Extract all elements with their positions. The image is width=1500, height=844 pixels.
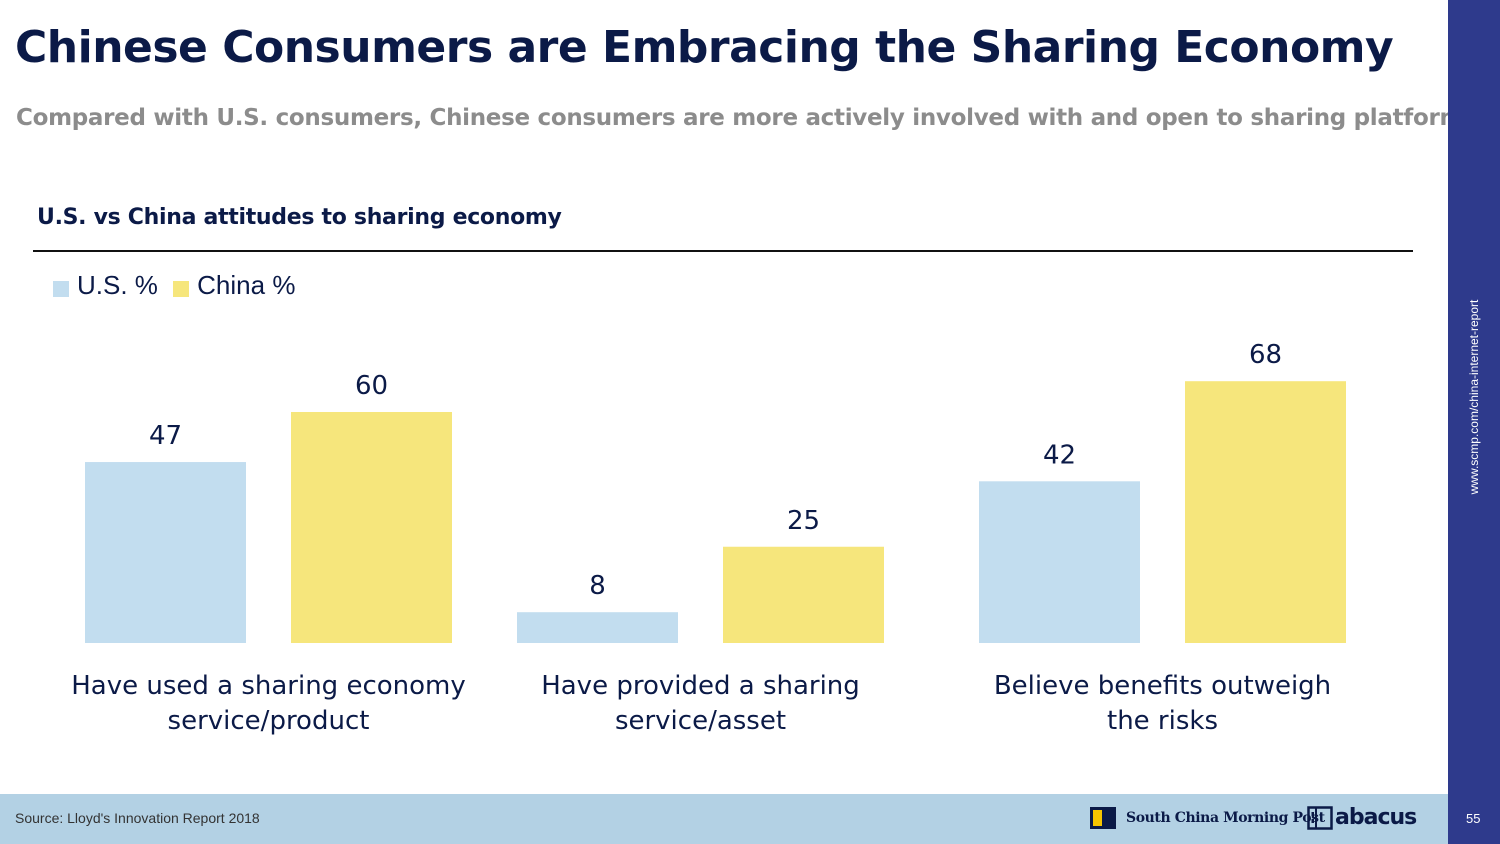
bar-us-3 <box>979 481 1140 643</box>
bar-us-2 <box>517 612 678 643</box>
value-label-china-1: 60 <box>355 371 388 401</box>
legend-item-china: China % <box>173 270 295 301</box>
category-label-1-line-2: service/product <box>168 706 370 736</box>
bar-us-1 <box>85 462 246 643</box>
scmp-logo-icon <box>1090 807 1116 829</box>
category-label-1-line-1: Have used a sharing economy <box>71 671 466 701</box>
category-label-2-line-2: service/asset <box>615 706 786 736</box>
heading-divider <box>33 250 1413 252</box>
bar-china-3 <box>1185 381 1346 643</box>
abacus-logo-icon <box>1307 805 1333 830</box>
value-label-us-2: 8 <box>589 571 606 601</box>
legend-label-us: U.S. % <box>77 270 158 300</box>
legend-swatch-us <box>53 280 69 297</box>
bar-china-2 <box>723 546 884 643</box>
abacus-logo: abacus <box>1307 805 1417 830</box>
value-label-china-2: 25 <box>787 506 820 536</box>
bar-china-1 <box>291 412 452 643</box>
category-label-2-line-1: Have provided a sharing <box>541 671 860 701</box>
scmp-logo-text: South China Morning Post <box>1126 810 1325 826</box>
legend-label-china: China % <box>197 270 296 300</box>
side-accent-bar <box>1448 0 1500 844</box>
side-url-text: www.scmp.com/china-internet-report <box>1467 299 1481 495</box>
footer-band <box>0 794 1448 844</box>
page-number: 55 <box>1466 811 1481 826</box>
category-label-3-line-2: the risks <box>1107 706 1218 736</box>
value-label-china-3: 68 <box>1249 340 1282 370</box>
source-note: Source: Lloyd's Innovation Report 2018 <box>15 810 260 826</box>
legend-item-us: U.S. % <box>53 270 158 301</box>
bar-chart: 47 60 Have used a sharing economy service/p… <box>71 340 1346 736</box>
abacus-logo-text: abacus <box>1335 805 1417 830</box>
chart-legend: U.S. % China % <box>53 270 303 304</box>
value-label-us-3: 42 <box>1043 440 1076 470</box>
page-subtitle: Compared with U.S. consumers, Chinese co… <box>16 105 1486 131</box>
legend-swatch-china <box>173 280 190 297</box>
page-title: Chinese Consumers are Embracing the Shar… <box>15 22 1394 73</box>
scmp-logo: South China Morning Post <box>1090 807 1325 829</box>
value-label-us-1: 47 <box>149 421 182 451</box>
category-label-3-line-1: Believe benefits outweigh <box>994 671 1331 701</box>
chart-heading: U.S. vs China attitudes to sharing econo… <box>37 205 562 230</box>
